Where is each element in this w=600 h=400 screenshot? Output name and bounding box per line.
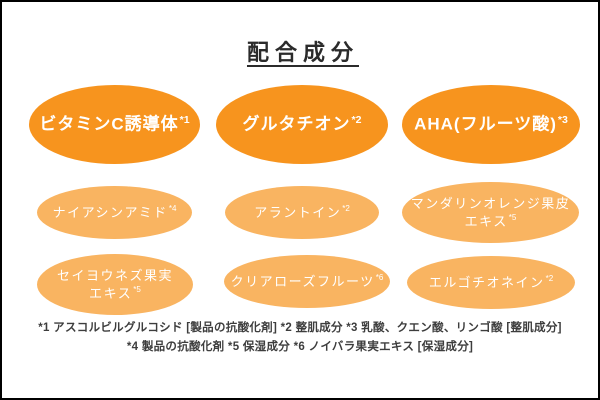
ingredient-bubble-juniper-fruit-extract: セイヨウネズ果実 エキス*5	[37, 254, 193, 315]
ingredient-bubble-clear-rose-fruit: クリアローズフルーツ*6	[224, 255, 390, 308]
ingredient-label: エキス	[464, 213, 508, 229]
footnote-ref: *2	[351, 113, 362, 126]
footnote-ref: *6	[375, 273, 384, 283]
footnote-line-1: *1 アスコルビルグルコシド [製品の抗酸化剤] *2 整肌成分 *3 乳酸、ク…	[38, 322, 562, 334]
ingredient-label: AHA(フルーツ酸)	[414, 114, 557, 134]
ingredient-bubble-ergothioneine: エルゴチオネイン*2	[407, 256, 575, 309]
page-title: 配合成分	[2, 35, 598, 67]
footnote-ref: *3	[557, 113, 568, 126]
ingredient-label: マンダリンオレンジ果皮	[410, 195, 571, 211]
ingredient-label: エキス	[89, 285, 133, 301]
footnotes: *1 アスコルビルグルコシド [製品の抗酸化剤] *2 整肌成分 *3 乳酸、ク…	[2, 319, 598, 357]
footnote-ref: *2	[342, 204, 350, 214]
footnote-line-2: *4 製品の抗酸化剤 *5 保湿成分 *6 ノイバラ果実エキス [保湿成分]	[126, 340, 474, 353]
ingredient-label: アラントイン	[254, 204, 342, 220]
footnote-ref: *2	[545, 274, 554, 284]
ingredient-bubble-niacinamide: ナイアシンアミド*4	[37, 186, 192, 239]
ingredient-bubble-aha-fruit-acid: AHA(フルーツ酸)*3	[402, 85, 580, 164]
footnote-ref: *5	[508, 213, 517, 223]
ingredient-bubble-vitamin-c-derivative: ビタミンC誘導体*1	[29, 85, 200, 164]
ingredient-bubble-allantoin: アラントイン*2	[225, 186, 379, 239]
ingredient-label: ナイアシンアミド	[52, 204, 168, 220]
ingredient-bubble-mandarin-orange-peel-extract: マンダリンオレンジ果皮 エキス*5	[402, 182, 579, 243]
ingredient-label: エルゴチオネイン	[428, 274, 545, 290]
ingredient-label: グルタチオン	[242, 114, 351, 134]
ingredient-label: ビタミンC誘導体	[39, 114, 179, 134]
ingredient-label: セイヨウネズ果実	[56, 267, 173, 283]
footnote-ref: *4	[168, 204, 177, 214]
ingredient-label: クリアローズフルーツ	[230, 273, 375, 289]
page-title-text: 配合成分	[246, 40, 359, 65]
footnote-ref: *5	[133, 285, 141, 295]
footnote-ref: *1	[179, 113, 190, 126]
ingredient-bubble-glutathione: グルタチオン*2	[216, 85, 388, 164]
